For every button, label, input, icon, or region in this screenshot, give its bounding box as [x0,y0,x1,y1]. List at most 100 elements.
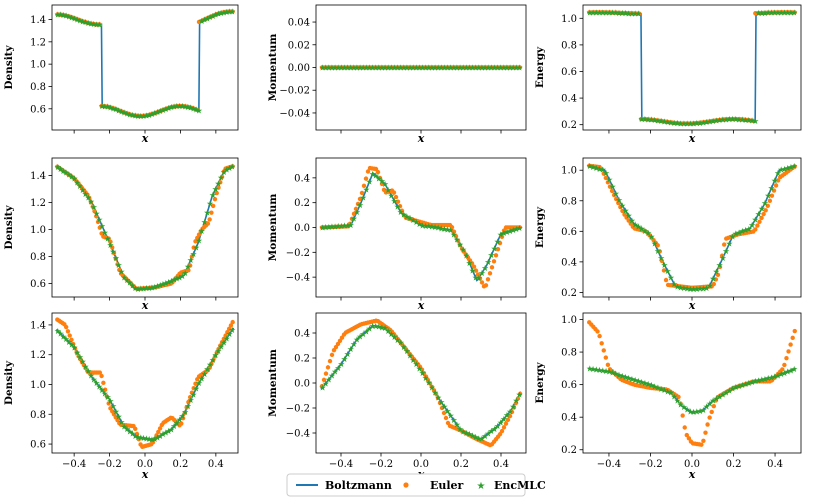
encmlc-point: ★ [96,382,104,392]
euler-point [72,346,78,351]
euler-point [189,390,195,395]
y-tick-label: 0.04 [288,18,310,29]
encmlc-point: ★ [328,372,336,382]
encmlc-point: ★ [79,186,87,196]
encmlc-point: ★ [400,210,408,220]
encmlc-point: ★ [674,283,682,293]
encmlc-point: ★ [612,189,620,199]
encmlc-point: ★ [722,389,730,399]
encmlc-point: ★ [787,8,795,18]
encmlc-point: ★ [768,9,776,19]
euler-point [221,336,227,342]
x-tick-label: 0.4 [493,459,509,470]
encmlc-point: ★ [372,64,380,74]
encmlc-point: ★ [441,403,449,413]
encmlc-point: ★ [456,240,464,250]
euler-point [701,438,706,443]
encmlc-point: ★ [151,109,159,119]
encmlc-point: ★ [101,102,109,112]
encmlc-point: ★ [65,12,73,22]
encmlc-point: ★ [140,284,148,294]
encmlc-point: ★ [220,339,228,349]
encmlc-point: ★ [732,383,740,393]
encmlc-point: ★ [134,433,142,443]
euler-point [152,436,157,442]
encmlc-point: ★ [703,118,711,128]
euler-point [765,203,770,209]
encmlc-point: ★ [716,116,724,126]
encmlc-point: ★ [381,180,389,190]
euler-point [321,377,327,383]
euler-point [684,432,690,438]
encmlc-point: ★ [512,397,520,407]
encmlc-point: ★ [384,186,392,196]
encmlc-point: ★ [325,64,333,74]
encmlc-point: ★ [748,221,756,231]
encmlc-point: ★ [215,10,223,20]
euler-point [775,178,781,183]
encmlc-point: ★ [154,282,162,292]
encmlc-point: ★ [644,115,652,125]
encmlc-point: ★ [497,230,505,240]
y-axis-label: Density [3,360,15,405]
encmlc-point: ★ [394,64,402,74]
encmlc-point: ★ [406,64,414,74]
euler-point [113,256,118,261]
encmlc-point: ★ [732,230,740,240]
euler-point [711,404,716,409]
encmlc-point: ★ [195,379,203,389]
encmlc-point: ★ [599,166,607,176]
encmlc-point: ★ [109,402,117,412]
encmlc-point: ★ [107,397,115,407]
euler-point [69,337,74,343]
encmlc-point: ★ [54,327,62,337]
y-tick-label: 0.8 [561,348,577,359]
encmlc-point: ★ [667,118,675,128]
euler-point [212,354,218,359]
legend-euler-swatch [403,482,409,488]
encmlc-point: ★ [212,11,220,21]
encmlc-point: ★ [107,103,115,113]
encmlc-point: ★ [366,325,374,335]
encmlc-point: ★ [131,112,139,122]
encmlc-point: ★ [356,201,364,211]
y-tick-label: 0.2 [561,445,577,456]
euler-point [189,254,195,259]
encmlc-point: ★ [195,107,203,117]
encmlc-point: ★ [356,64,364,74]
encmlc-point: ★ [378,323,386,333]
euler-point [429,384,435,390]
euler-point [101,380,106,386]
encmlc-point: ★ [337,360,345,370]
euler-point [74,350,80,355]
encmlc-point: ★ [416,220,424,230]
encmlc-point: ★ [690,285,698,295]
encmlc-point: ★ [198,227,206,237]
y-axis-label: Density [3,204,15,249]
encmlc-point: ★ [322,223,330,233]
encmlc-point: ★ [444,407,452,417]
encmlc-point: ★ [738,381,746,391]
euler-point [95,219,101,225]
x-axis-label: x [417,299,425,312]
encmlc-point: ★ [781,165,789,175]
euler-point [755,223,760,228]
euler-point [603,175,609,181]
encmlc-point: ★ [651,240,659,250]
encmlc-point: ★ [599,367,607,377]
euler-point [601,348,606,353]
euler-point [218,343,223,348]
encmlc-point: ★ [131,432,139,442]
encmlc-point: ★ [725,240,733,250]
encmlc-point: ★ [57,11,65,21]
encmlc-point: ★ [683,284,691,294]
encmlc-point: ★ [709,117,717,127]
euler-point [186,399,191,405]
encmlc-point: ★ [331,222,339,232]
encmlc-point: ★ [447,64,455,74]
encmlc-point: ★ [466,259,474,269]
encmlc-point: ★ [450,416,458,426]
encmlc-point: ★ [412,360,420,370]
y-tick-label: 0.4 [561,257,577,268]
euler-point [351,211,357,217]
